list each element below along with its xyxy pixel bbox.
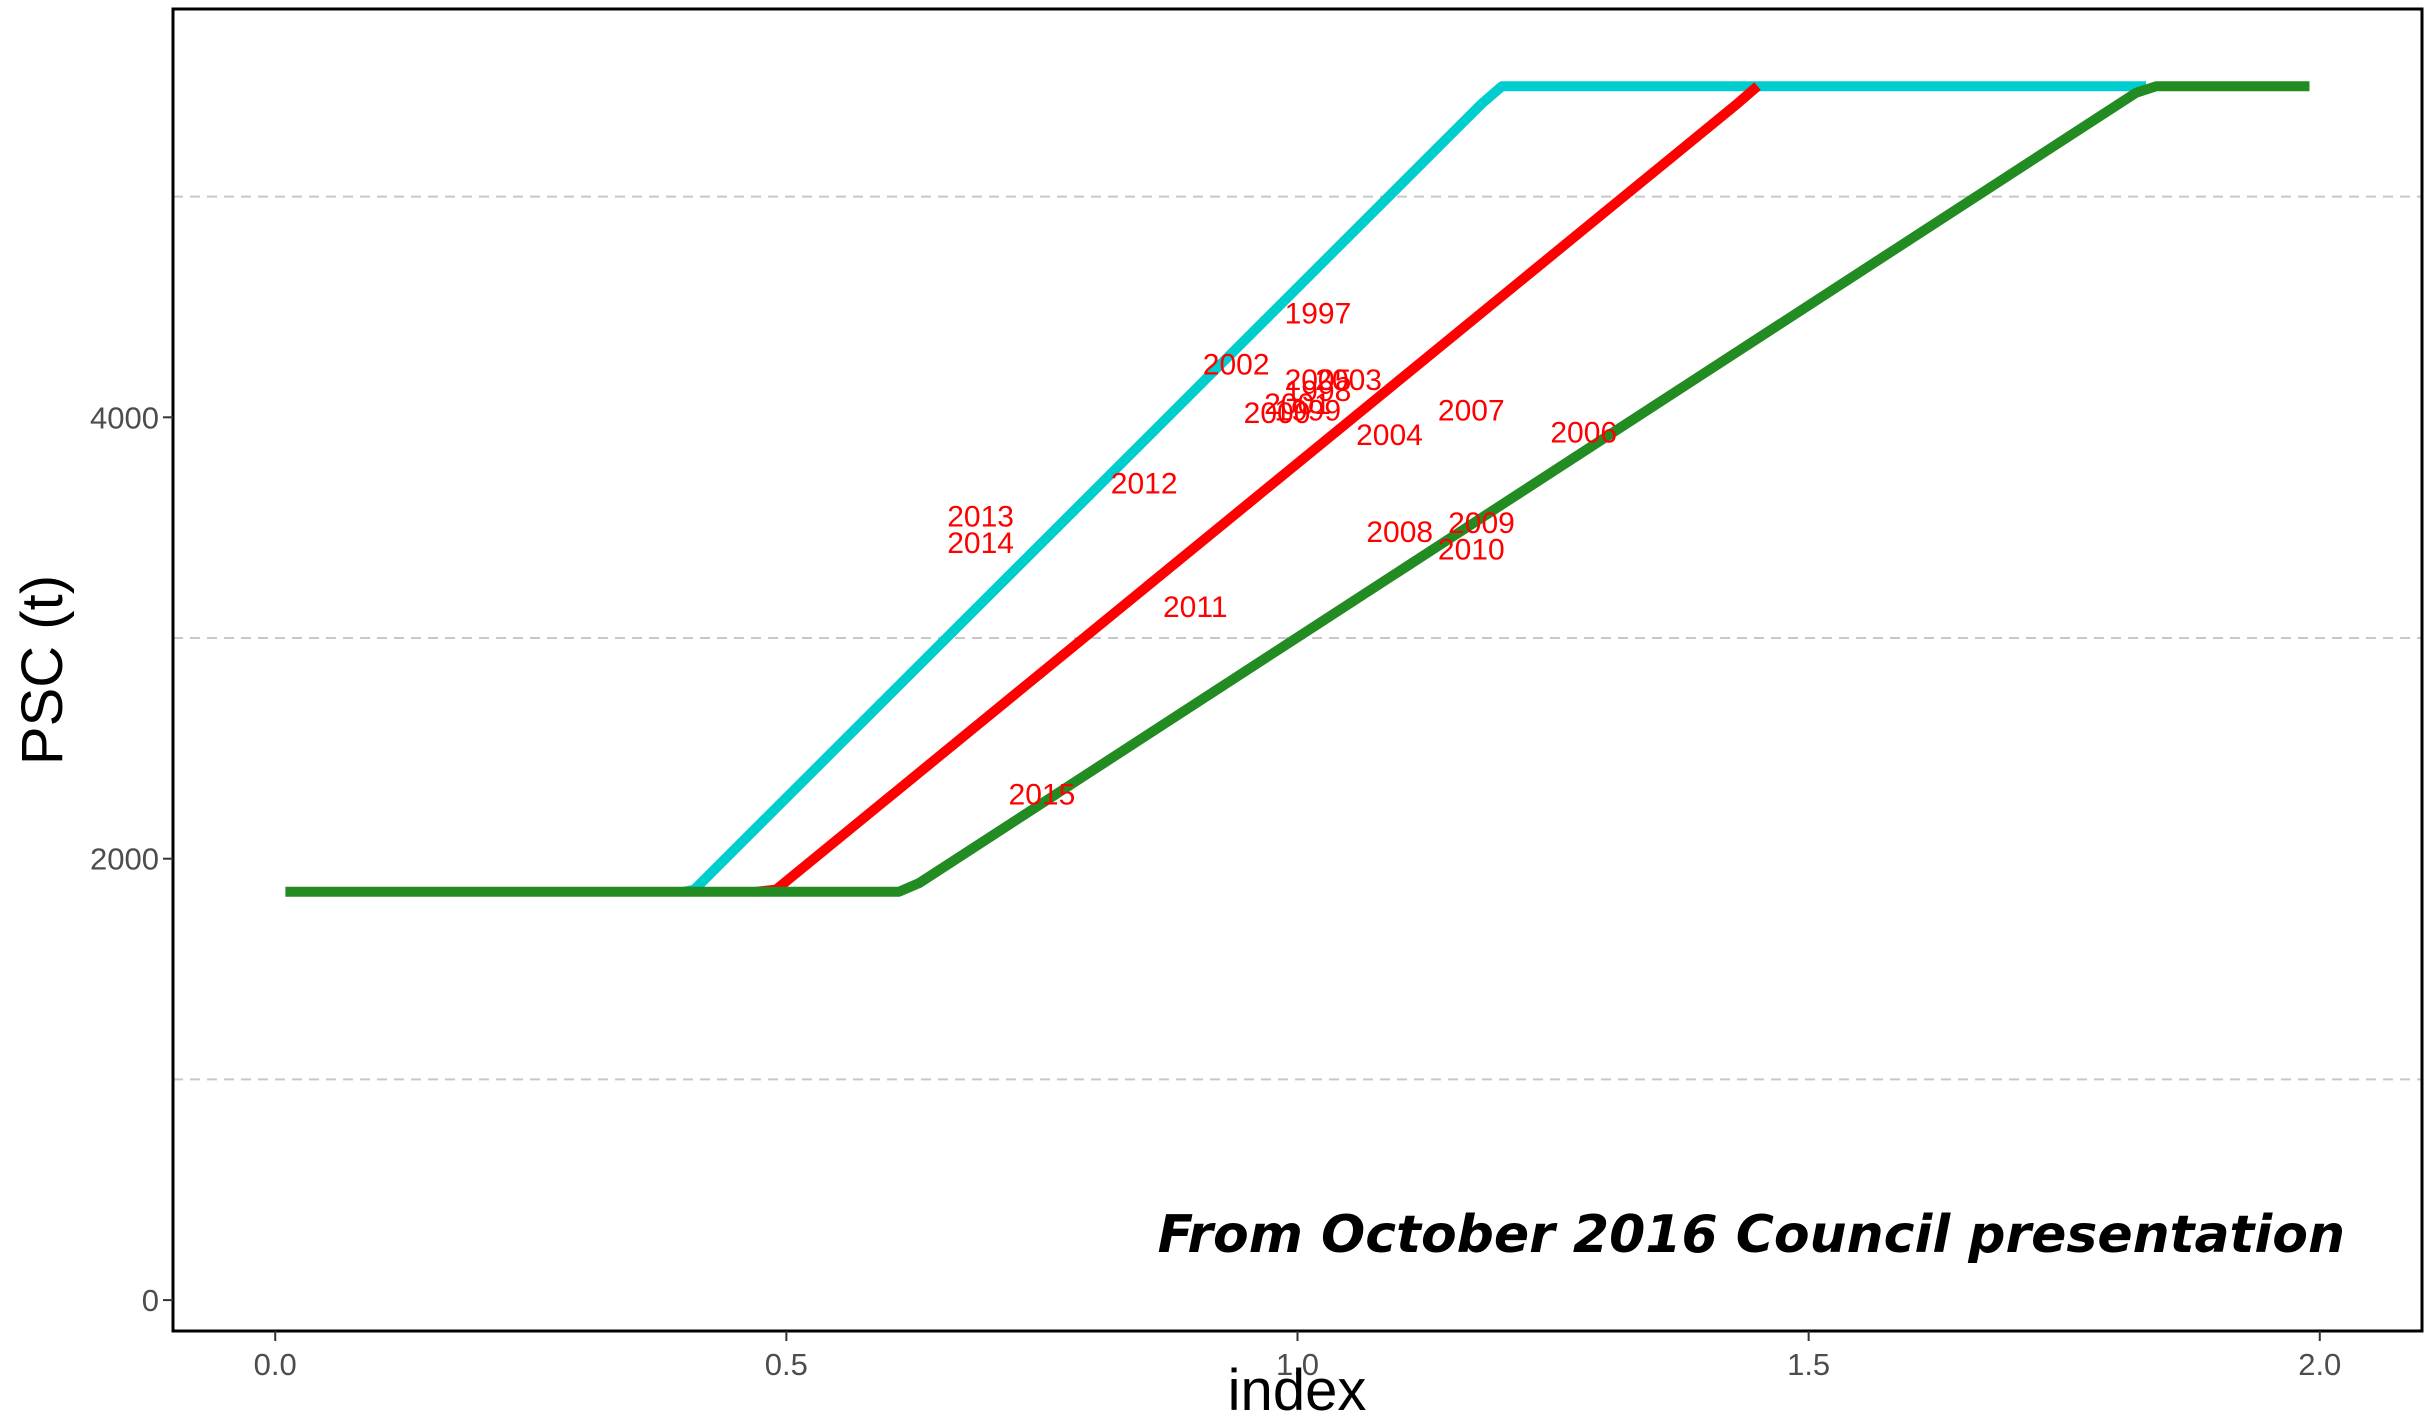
- tick-layer: 0.0 0.5 1.0 1.5 2.0 0 2000 4000: [90, 400, 2341, 1382]
- year-label: 2010: [1438, 534, 1505, 567]
- year-label: 2014: [947, 527, 1014, 560]
- year-label: 2013: [947, 501, 1014, 534]
- x-tick-label: 1.5: [1787, 1347, 1830, 1382]
- x-tick-label: 0.0: [254, 1347, 297, 1382]
- plot-panel-border: [171, 7, 2424, 1333]
- series-line: [683, 81, 2146, 897]
- x-tick-label: 2.0: [2298, 1347, 2341, 1382]
- year-label: 2007: [1438, 395, 1505, 428]
- year-label: 2009: [1448, 507, 1515, 540]
- year-label: 2004: [1356, 419, 1423, 452]
- year-label: 2008: [1366, 516, 1433, 549]
- year-label: 2012: [1111, 468, 1178, 501]
- year-label: 2015: [1009, 779, 1076, 812]
- year-label: 2005: [1285, 364, 1352, 397]
- y-axis-title: PSC (t): [10, 575, 75, 765]
- year-label: 1999: [1274, 395, 1341, 428]
- year-label: 2002: [1203, 348, 1270, 381]
- x-tick-label: 1.0: [1276, 1347, 1319, 1382]
- year-label: 2000: [1244, 397, 1311, 430]
- year-label: 1998: [1285, 375, 1352, 408]
- x-tick-label: 0.5: [765, 1347, 808, 1382]
- x-axis-title: index: [1228, 1358, 1367, 1423]
- year-label: 2003: [1315, 364, 1382, 397]
- year-label: 2001: [1264, 388, 1331, 421]
- series-layer: [285, 81, 2310, 897]
- series-line: [285, 81, 2310, 897]
- y-tick-label: 0: [142, 1283, 159, 1318]
- year-label: 2011: [1163, 591, 1228, 624]
- y-tick-label: 4000: [90, 400, 159, 435]
- series-line: [755, 82, 1761, 897]
- annotation-text: From October 2016 Council presentation: [1158, 1205, 2345, 1265]
- year-label: 2006: [1550, 417, 1617, 450]
- year-label: 1997: [1285, 298, 1352, 331]
- y-tick-label: 2000: [90, 842, 159, 877]
